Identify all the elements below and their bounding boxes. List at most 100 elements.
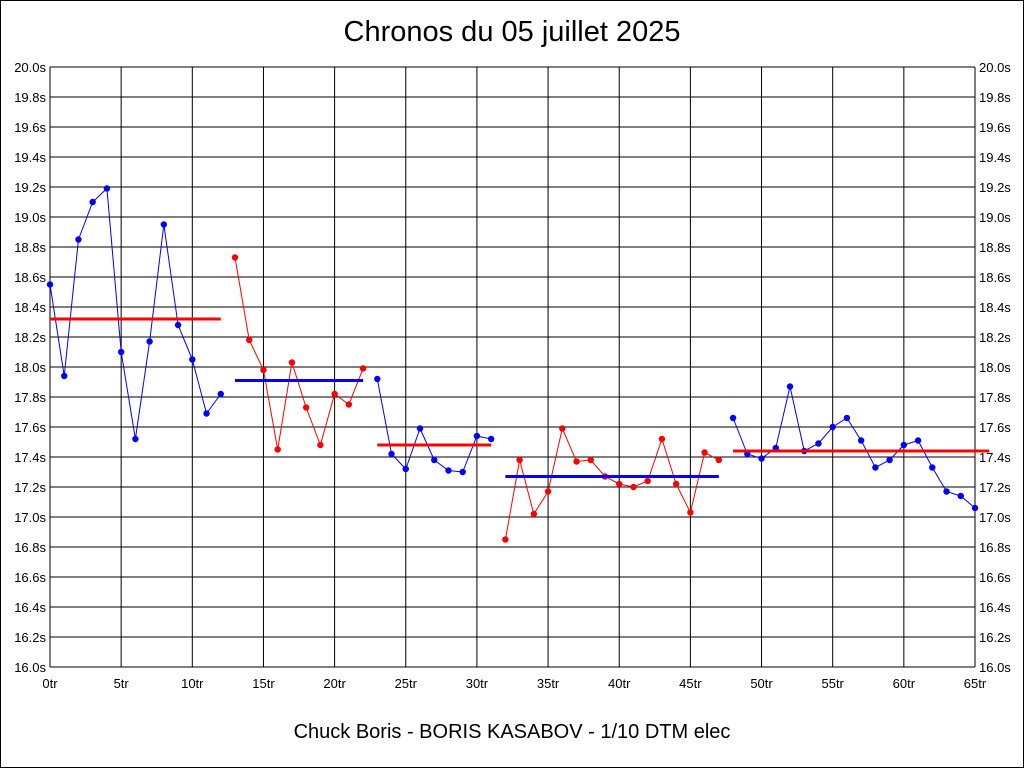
y-tick-label-right: 18.2s bbox=[979, 330, 1011, 345]
series-3-point bbox=[431, 456, 438, 464]
series-2-point bbox=[302, 404, 310, 411]
y-tick-label-right: 16.0s bbox=[979, 660, 1011, 675]
y-tick-label-right: 19.0s bbox=[979, 210, 1011, 225]
series-1-point bbox=[61, 372, 68, 380]
y-tick-label-left: 19.6s bbox=[14, 120, 46, 135]
series-5-point bbox=[971, 504, 979, 512]
y-tick-label-left: 18.8s bbox=[14, 240, 46, 255]
y-tick-label-left: 16.0s bbox=[14, 660, 46, 675]
series-1-point bbox=[146, 338, 153, 345]
series-2-point bbox=[345, 401, 353, 408]
series-5-point bbox=[786, 383, 794, 390]
series-2-point bbox=[246, 336, 253, 344]
x-tick-label: 60tr bbox=[893, 676, 916, 691]
y-tick-label-left: 19.8s bbox=[14, 90, 46, 105]
series-4-point bbox=[502, 536, 509, 543]
chart-title: Chronos du 05 juillet 2025 bbox=[343, 16, 681, 48]
series-3-point bbox=[388, 450, 395, 458]
series-4-point bbox=[587, 456, 594, 464]
series-4-point bbox=[559, 425, 566, 432]
x-tick-label: 25tr bbox=[395, 676, 418, 691]
y-tick-label-right: 19.4s bbox=[979, 150, 1011, 165]
series-4-point bbox=[630, 483, 637, 491]
y-tick-label-left: 18.6s bbox=[14, 270, 46, 285]
y-tick-label-right: 16.2s bbox=[979, 630, 1011, 645]
y-tick-label-right: 19.6s bbox=[979, 120, 1011, 135]
series-2-line bbox=[234, 257, 364, 450]
series-4-point bbox=[530, 510, 538, 518]
y-tick-label-right: 18.4s bbox=[979, 300, 1011, 315]
series-4-line bbox=[504, 426, 720, 540]
x-tick-label: 55tr bbox=[821, 676, 844, 691]
x-tick-label: 10tr bbox=[181, 676, 204, 691]
series-4-point bbox=[644, 477, 651, 485]
series-5-point bbox=[815, 440, 822, 447]
y-tick-label-left: 16.4s bbox=[14, 600, 46, 615]
y-tick-label-left: 17.6s bbox=[14, 420, 46, 435]
y-tick-label-right: 17.8s bbox=[979, 390, 1011, 405]
series-2-point bbox=[317, 441, 324, 449]
y-tick-label-left: 18.0s bbox=[14, 360, 46, 375]
series-3-point bbox=[416, 425, 424, 432]
y-tick-label-left: 17.2s bbox=[14, 480, 46, 495]
series-2-point bbox=[331, 390, 338, 398]
x-tick-label: 50tr bbox=[750, 676, 773, 691]
y-tick-label-left: 17.8s bbox=[14, 390, 46, 405]
y-tick-label-left: 19.2s bbox=[14, 180, 46, 195]
x-tick-label: 65tr bbox=[964, 676, 987, 691]
series-4-point bbox=[544, 488, 552, 495]
series-5-point bbox=[886, 456, 893, 464]
series-5-point bbox=[857, 437, 865, 444]
series-4-point bbox=[672, 480, 680, 488]
series-5-point bbox=[872, 464, 879, 471]
series-5-point bbox=[758, 455, 765, 462]
series-3-point bbox=[374, 375, 381, 383]
y-tick-label-right: 16.6s bbox=[979, 570, 1011, 585]
series-3-point bbox=[487, 435, 495, 443]
series-2-point bbox=[274, 446, 281, 453]
series-4-point bbox=[573, 458, 580, 465]
series-1-point bbox=[103, 185, 111, 192]
y-tick-label-right: 17.2s bbox=[979, 480, 1011, 495]
series-1-point bbox=[46, 281, 54, 288]
y-tick-label-left: 16.8s bbox=[14, 540, 46, 555]
series-5-point bbox=[914, 437, 922, 444]
x-tick-label: 45tr bbox=[679, 676, 702, 691]
x-tick-label: 0tr bbox=[42, 676, 58, 691]
y-tick-label-right: 17.6s bbox=[979, 420, 1011, 435]
series-5-point bbox=[957, 492, 964, 500]
y-tick-label-right: 18.0s bbox=[979, 360, 1011, 375]
y-tick-label-right: 17.0s bbox=[979, 510, 1011, 525]
series-2-point bbox=[260, 366, 267, 374]
series-4-point bbox=[687, 509, 694, 516]
series-1-point bbox=[117, 348, 125, 356]
series-4-point bbox=[715, 456, 723, 464]
series-5-point bbox=[929, 464, 936, 471]
series-1-point bbox=[89, 198, 96, 206]
series-1-point bbox=[174, 321, 182, 329]
x-tick-label: 35tr bbox=[537, 676, 560, 691]
x-tick-label: 30tr bbox=[466, 676, 489, 691]
y-tick-label-right: 19.2s bbox=[979, 180, 1011, 195]
y-tick-label-left: 17.4s bbox=[14, 450, 46, 465]
y-tick-label-right: 16.8s bbox=[979, 540, 1011, 555]
y-tick-label-left: 19.4s bbox=[14, 150, 46, 165]
series-2-point bbox=[288, 359, 296, 366]
y-tick-label-left: 16.6s bbox=[14, 570, 46, 585]
y-tick-label-left: 18.2s bbox=[14, 330, 46, 345]
x-tick-label: 20tr bbox=[323, 676, 346, 691]
series-1-point bbox=[75, 236, 82, 243]
y-tick-label-right: 18.6s bbox=[979, 270, 1011, 285]
series-3-point bbox=[402, 465, 409, 473]
series-1-point bbox=[132, 435, 139, 443]
chart-footer: Chuck Boris - BORIS KASABOV - 1/10 DTM e… bbox=[293, 721, 731, 743]
x-tick-label: 5tr bbox=[114, 676, 130, 691]
series-5-line bbox=[732, 386, 976, 509]
series-1-point bbox=[203, 410, 210, 417]
y-tick-label-left: 17.0s bbox=[14, 510, 46, 525]
series-5-point bbox=[729, 414, 737, 422]
y-tick-label-right: 17.4s bbox=[979, 450, 1011, 465]
series-3-point bbox=[473, 432, 481, 440]
y-tick-label-left: 19.0s bbox=[14, 210, 46, 225]
